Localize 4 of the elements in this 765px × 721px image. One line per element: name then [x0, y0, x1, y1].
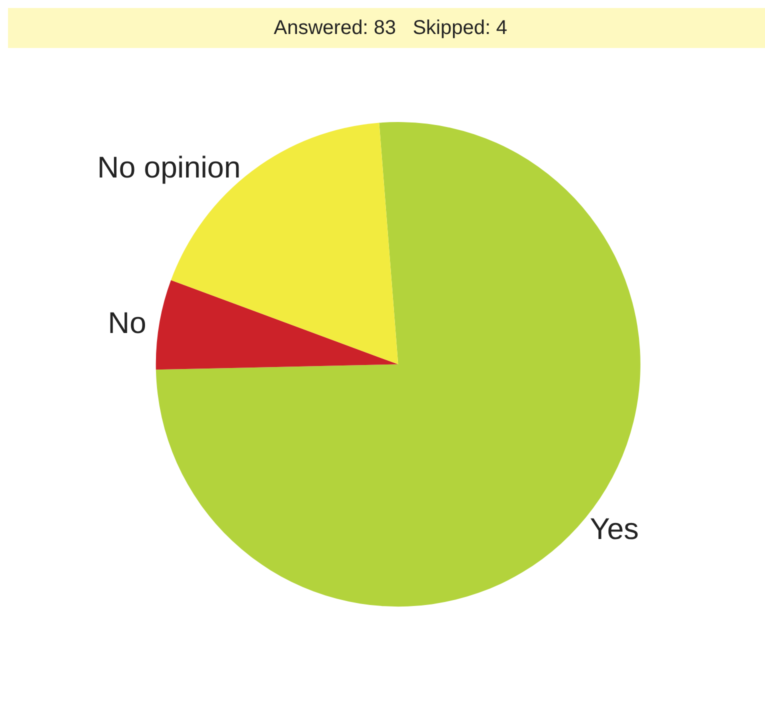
chart-title: Answered: 83 Skipped: 4 — [8, 8, 765, 48]
slice-label: No — [108, 306, 146, 340]
slice-label: No opinion — [97, 151, 241, 184]
slice-label: Yes — [590, 512, 639, 546]
